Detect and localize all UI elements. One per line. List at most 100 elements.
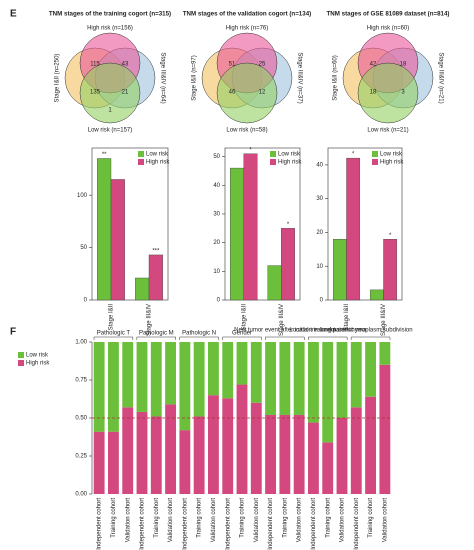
legend-swatch xyxy=(138,159,144,165)
group-label: Pathologic T xyxy=(97,331,131,337)
bar xyxy=(97,158,112,301)
x-tick-label: Stage III&IV xyxy=(279,304,285,336)
plot-frame xyxy=(327,147,403,301)
venn-set-label: Stage I&II (n=250) xyxy=(55,54,61,103)
x-tick-label: Stage I&II xyxy=(241,304,247,331)
group-bracket xyxy=(350,336,391,340)
group-label: Pathologic M xyxy=(139,331,174,337)
bar-segment xyxy=(136,342,148,412)
venn-set-label: Stage I&II (n=97) xyxy=(192,55,198,101)
y-tick-label: 1.00 xyxy=(75,340,87,346)
venn-count: 1 xyxy=(108,108,112,114)
bar xyxy=(369,289,384,301)
venn-title: TNM stages of the validation cogort (n=1… xyxy=(183,11,311,18)
group-label: Location in lung parenchyma xyxy=(289,328,366,334)
bar xyxy=(110,179,125,301)
bar xyxy=(383,238,398,301)
bar-segment xyxy=(236,342,248,385)
venn-count: 51 xyxy=(229,62,236,68)
x-tick-label: Validation cohort xyxy=(211,498,217,543)
x-tick-label: Independent cohort xyxy=(97,498,103,550)
y-tick-label: 0 xyxy=(84,298,88,304)
bar-segment xyxy=(293,342,305,415)
legend-label: High risk xyxy=(146,160,170,166)
venn-title: TNM stages of the training cogort (n=315… xyxy=(49,11,171,18)
x-tick-label: Validation cohort xyxy=(254,498,260,543)
legend-swatch xyxy=(372,159,378,165)
x-tick-label: Stage III&IV xyxy=(381,304,387,336)
venn-count: 18 xyxy=(370,90,377,96)
group-bracket xyxy=(93,336,134,340)
y-tick-label: 0.50 xyxy=(75,416,87,422)
bar-segment xyxy=(293,414,305,494)
bar-segment xyxy=(193,416,205,494)
venn-count: 21 xyxy=(122,90,129,96)
bar-segment xyxy=(365,396,376,494)
y-tick-label: 0 xyxy=(217,298,221,304)
y-tick-label: 40 xyxy=(316,162,323,168)
y-tick-label: 50 xyxy=(213,154,220,160)
significance: * xyxy=(389,233,392,239)
bar-segment xyxy=(379,342,391,365)
legend-swatch xyxy=(18,360,24,366)
y-tick-label: 0.75 xyxy=(75,378,87,384)
group-bracket xyxy=(265,336,305,340)
y-tick-label: 0 xyxy=(320,298,324,304)
legend-swatch xyxy=(138,151,144,157)
group-bracket xyxy=(308,336,348,340)
venn-count: 42 xyxy=(370,62,377,68)
y-tick-label: 50 xyxy=(80,245,87,251)
group-label: Anatomic neoplasm subdivision xyxy=(329,328,413,334)
venn-count: 25 xyxy=(259,62,266,68)
bar xyxy=(346,157,361,301)
bar-segment xyxy=(93,431,105,494)
bar xyxy=(267,265,282,301)
x-tick-label: Independent cohort xyxy=(140,498,146,550)
bar-segment xyxy=(250,342,262,403)
x-tick-label: Independent cohort xyxy=(182,498,188,550)
venn-set-label: Low risk (n=157) xyxy=(88,128,133,134)
legend-swatch xyxy=(270,159,276,165)
venn-set-label: Low risk (n=21) xyxy=(367,128,408,134)
bar-segment xyxy=(208,342,219,396)
bar-segment xyxy=(379,364,391,494)
venn-count: 43 xyxy=(122,62,129,68)
x-tick-label: Training cohort xyxy=(154,498,160,538)
y-tick-label: 0.00 xyxy=(75,492,87,498)
legend-swatch xyxy=(372,151,378,157)
bar-segment xyxy=(265,342,276,415)
bar-segment xyxy=(165,342,176,405)
significance: * xyxy=(287,222,290,228)
bar-segment xyxy=(322,342,334,443)
group-bracket xyxy=(222,336,262,340)
venn-title: TNM stages of GSE 81089 dataset (n=814) xyxy=(327,11,450,18)
venn-count: 3 xyxy=(401,90,405,96)
bar-segment xyxy=(108,342,119,432)
x-tick-label: Independent cohort xyxy=(225,498,231,550)
significance: * xyxy=(352,152,355,158)
venn-set-label: High risk (n=156) xyxy=(87,26,133,32)
venn-count: 115 xyxy=(90,62,100,68)
x-tick-label: Stage III&IV xyxy=(147,304,153,336)
venn-set-label: Stage III&IV (n=64) xyxy=(159,52,165,103)
bar-segment xyxy=(122,407,134,494)
y-tick-label: 10 xyxy=(213,269,220,275)
y-tick-label: 40 xyxy=(213,183,220,189)
bar-segment xyxy=(179,430,191,494)
bar-segment xyxy=(93,342,105,432)
x-tick-label: Training cohort xyxy=(197,498,203,538)
legend-label: High risk xyxy=(380,160,404,166)
bar-segment xyxy=(308,342,319,423)
bar xyxy=(281,228,295,301)
x-tick-label: Independent cohort xyxy=(311,498,317,550)
bar-segment xyxy=(322,442,334,494)
venn-count: 18 xyxy=(400,62,407,68)
group-bracket xyxy=(136,336,176,340)
venn-set xyxy=(357,62,419,124)
venn-set xyxy=(79,62,141,124)
bar-segment xyxy=(193,342,205,417)
bar xyxy=(148,254,163,301)
x-tick-label: Training cohort xyxy=(325,498,331,538)
legend-label: Low risk xyxy=(26,353,49,359)
